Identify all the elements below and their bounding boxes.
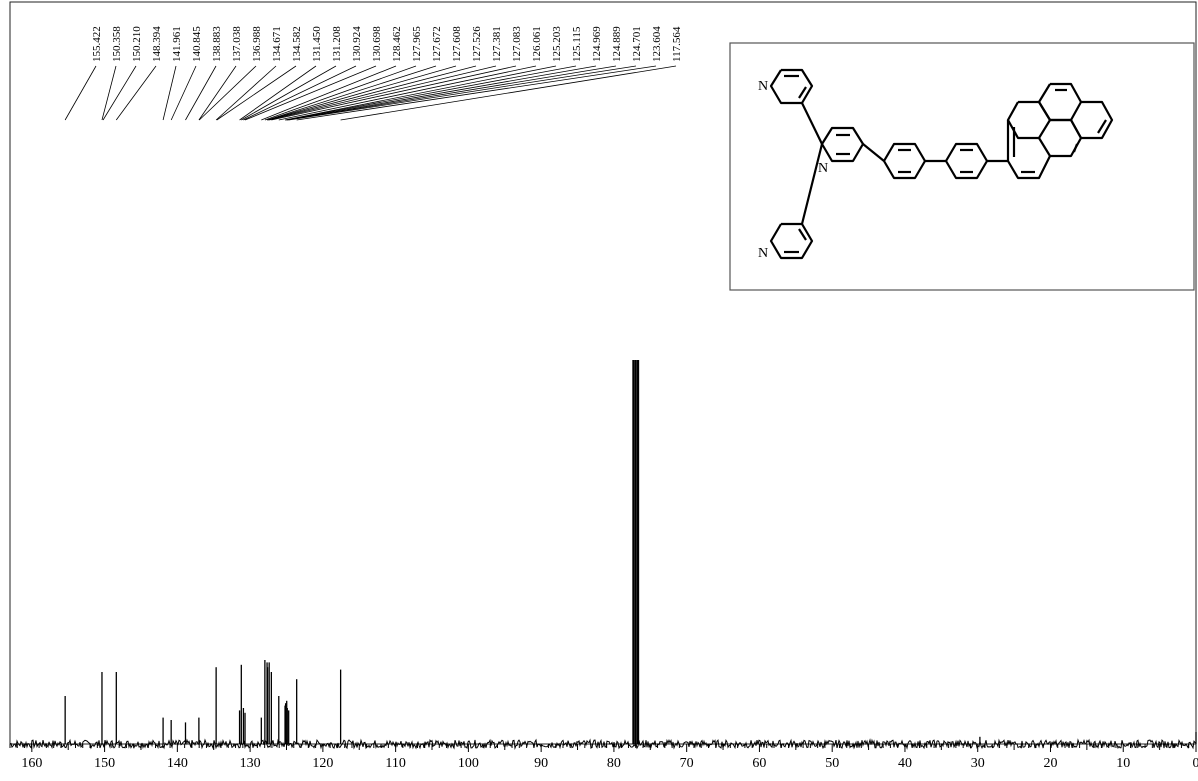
peak-label: 126.061 <box>531 26 543 62</box>
x-tick-label: 60 <box>752 756 766 771</box>
peak-label: 124.889 <box>611 26 623 62</box>
x-tick-label: 20 <box>1043 756 1057 771</box>
peak-label-connector <box>288 65 637 121</box>
peak-label: 125.203 <box>551 26 563 62</box>
peak-label-connector <box>285 65 577 121</box>
molecule-structure: N N N <box>729 42 1195 291</box>
peak-label-connector <box>271 65 517 121</box>
atom-n: N <box>758 246 768 261</box>
peak-label: 134.582 <box>291 26 303 62</box>
peak-label-connector <box>241 65 337 121</box>
peak-label-connector <box>115 65 157 121</box>
peak-label: 127.608 <box>451 26 463 62</box>
structure-bonds <box>769 68 1114 260</box>
x-tick-label: 40 <box>898 756 912 771</box>
peak-label: 127.083 <box>511 26 523 62</box>
peak-label: 131.450 <box>311 26 323 62</box>
peak-label: 127.965 <box>411 26 423 62</box>
x-tick-label: 50 <box>825 756 839 771</box>
peak-label: 141.961 <box>171 26 183 62</box>
x-tick-label: 0 <box>1193 756 1198 771</box>
x-tick-label: 70 <box>680 756 694 771</box>
peak-label: 150.210 <box>131 26 143 62</box>
peak-label-connector <box>286 65 597 121</box>
peak-label: 138.883 <box>211 26 223 62</box>
peak-label-connector <box>198 65 237 121</box>
x-tick-label: 160 <box>21 756 42 771</box>
peak-label-connector <box>269 65 497 121</box>
x-tick-label: 130 <box>240 756 261 771</box>
peak-label: 134.671 <box>271 26 283 62</box>
x-tick-label: 100 <box>458 756 479 771</box>
peak-label: 117.564 <box>671 26 683 62</box>
peak-label-connector <box>64 65 97 121</box>
spectrum-trace-group <box>9 738 1197 750</box>
peak-label: 150.358 <box>111 26 123 62</box>
peak-label: 128.462 <box>391 26 403 62</box>
peak-label: 125.115 <box>571 26 583 62</box>
spectrum-trace <box>9 738 1197 750</box>
peak-label: 155.422 <box>91 26 103 62</box>
peak-label: 140.845 <box>191 26 203 62</box>
x-tick-label: 140 <box>167 756 188 771</box>
peak-label-connector <box>170 65 197 121</box>
peak-label-connector <box>261 65 397 121</box>
structure-box <box>729 42 1195 291</box>
peak-label: 127.526 <box>471 26 483 62</box>
peak-label: 127.672 <box>431 26 443 62</box>
x-tick-label: 90 <box>534 756 548 771</box>
peak-label-connector <box>185 65 217 121</box>
peak-label-connector <box>268 65 477 121</box>
x-tick-label: 30 <box>971 756 985 771</box>
peak-label: 124.701 <box>631 26 643 62</box>
x-tick-label: 150 <box>94 756 115 771</box>
peak-label-connector <box>296 65 657 121</box>
x-tick-label: 10 <box>1116 756 1130 771</box>
peak-label: 123.604 <box>651 26 663 62</box>
peak-label-connector <box>264 65 417 121</box>
peak-label-connector <box>215 65 277 121</box>
atom-n: N <box>758 79 768 94</box>
x-tick-label: 120 <box>312 756 333 771</box>
peak-markers <box>64 360 1197 744</box>
peak-label: 137.038 <box>231 26 243 62</box>
peak-label: 130.924 <box>351 26 363 62</box>
peak-label-connector <box>239 65 317 121</box>
peak-label: 148.394 <box>151 26 163 62</box>
peak-label-connector <box>287 65 617 121</box>
peak-label-connector <box>102 65 137 121</box>
peak-label: 127.381 <box>491 26 503 62</box>
peak-label-connector <box>198 65 257 121</box>
peak-label: 131.208 <box>331 26 343 62</box>
peak-label: 130.698 <box>371 26 383 62</box>
peak-label-connector <box>267 65 457 121</box>
peak-label-connector <box>101 65 117 121</box>
peak-label-connector <box>278 65 537 121</box>
atom-n: N <box>818 161 828 176</box>
x-tick-label: 80 <box>607 756 621 771</box>
peak-label-connector <box>340 65 677 121</box>
peak-label-connector <box>244 65 377 121</box>
peak-label: 136.988 <box>251 26 263 62</box>
peak-label-connector <box>284 65 557 121</box>
peak-label-connector <box>216 65 297 121</box>
peak-labels: 155.422 150.358 150.210 148.394 141.961 140.8… <box>64 26 683 121</box>
peak-label-connector <box>266 65 437 121</box>
peak-label-connector <box>162 65 177 121</box>
x-axis: 160 150 140 130 120 110 100 90 80 70 60 50 40 30 20 10 0 <box>9 744 1198 771</box>
peak-label-connector <box>243 65 357 121</box>
x-tick-label: 110 <box>385 756 405 771</box>
peak-label: 124.969 <box>591 26 603 62</box>
